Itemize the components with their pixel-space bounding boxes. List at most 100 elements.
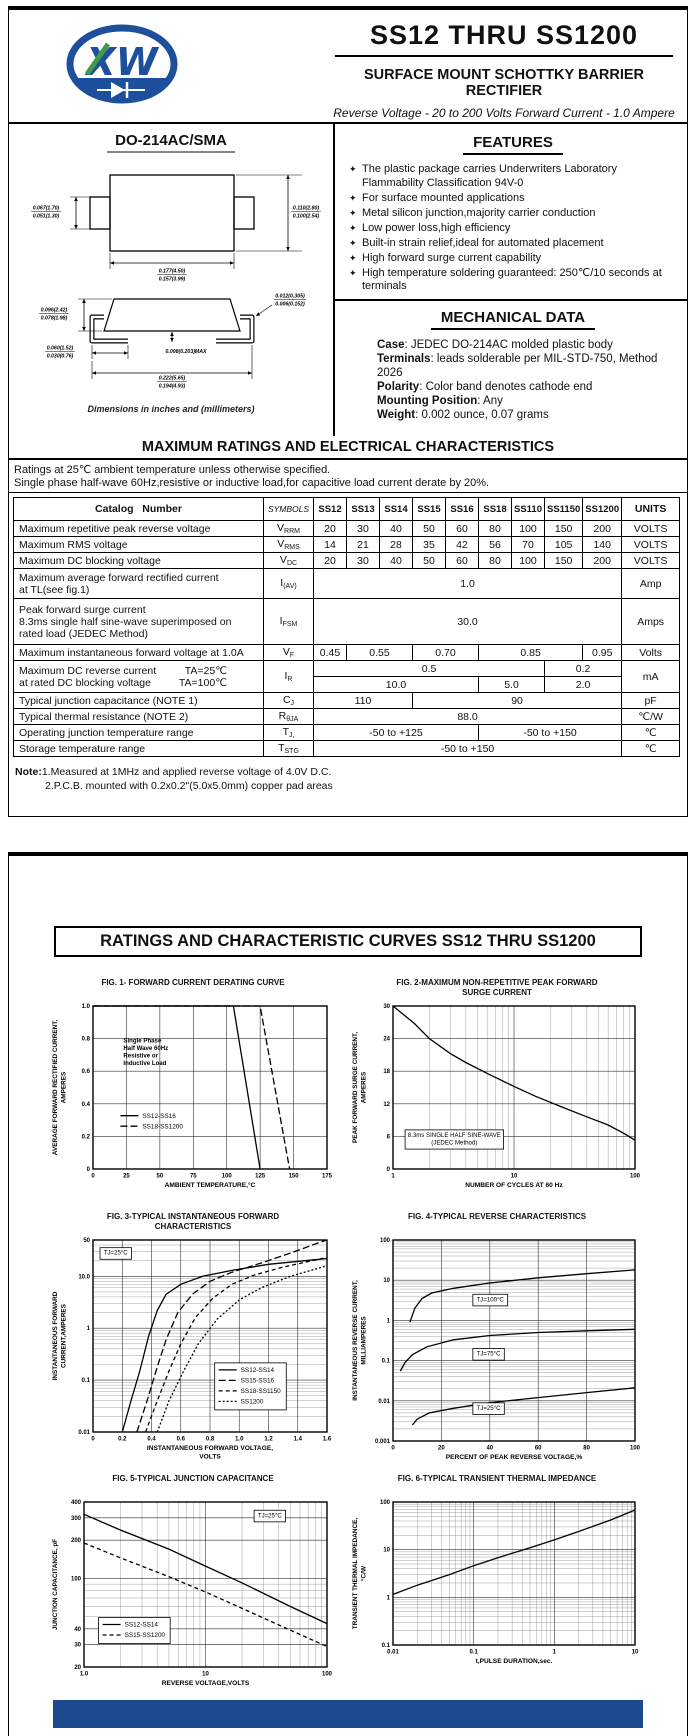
feature-text: Low power loss,high efficiency: [362, 221, 511, 234]
svg-text:75: 75: [190, 1174, 197, 1180]
svg-text:0.2: 0.2: [118, 1437, 127, 1443]
col-header-part: SS16: [445, 497, 479, 521]
value-cell: 200: [582, 552, 623, 569]
unit-cell: ℃: [621, 724, 681, 741]
value-cell: 1.0: [312, 568, 623, 599]
svg-text:PEAK FORWARD SURGE CURRENT,: PEAK FORWARD SURGE CURRENT,: [352, 1032, 359, 1143]
svg-text:AMBIENT TEMPERATURE,°C: AMBIENT TEMPERATURE,°C: [165, 1181, 256, 1189]
figure-1: FIG. 1- FORWARD CURRENT DERATING CURVE 0…: [45, 978, 341, 1191]
package-outline-drawing: 0.110(2.80) 0.100(2.54) 0.067(1.70) 0.051(1…: [31, 174, 321, 390]
bullet-icon: ✦: [349, 192, 357, 203]
svg-text:TRANSIENT THERMAL IMPEDANCE,: TRANSIENT THERMAL IMPEDANCE,: [352, 1518, 359, 1630]
svg-text:INSTANTANEOUS FORWARD: INSTANTANEOUS FORWARD: [52, 1291, 59, 1380]
package-name: DO-214AC/SMA: [107, 132, 235, 153]
svg-text:°C/W: °C/W: [360, 1565, 368, 1581]
ratings-intro: Ratings at 25℃ ambient temperature unles…: [9, 460, 687, 493]
unit-cell: VOLTS: [621, 536, 681, 553]
unit-cell: VOLTS: [621, 520, 681, 537]
svg-text:0.8: 0.8: [206, 1437, 215, 1443]
value-cell: 100: [511, 520, 545, 537]
col-header-part: SS110: [511, 497, 545, 521]
footer-bar: [53, 1700, 643, 1728]
feature-text: Metal silicon junction,majority carrier …: [362, 206, 596, 219]
svg-text:0.01: 0.01: [378, 1399, 390, 1405]
svg-text:24: 24: [383, 1037, 390, 1043]
unit-cell: mA: [621, 660, 681, 693]
svg-text:1: 1: [391, 1174, 395, 1180]
document-header: XW SS12 THRU SS1200 SURFACE MOUNT SCHOTT…: [9, 10, 687, 124]
value-cell: 60: [445, 552, 479, 569]
company-logo: XW: [66, 24, 178, 104]
svg-text:100: 100: [380, 1500, 391, 1506]
svg-text:SS12-SS14: SS12-SS14: [241, 1367, 275, 1374]
col-header-part: SS1150: [543, 497, 584, 521]
symbol-cell: RθJA: [263, 708, 314, 725]
mechanical-item: Case: JEDEC DO-214AC molded plastic body: [377, 339, 613, 351]
svg-text:SS15-SS16: SS15-SS16: [241, 1378, 275, 1385]
bullet-icon: ✦: [349, 267, 357, 278]
svg-text:0.012(0.305): 0.012(0.305): [275, 294, 305, 300]
ratings-banner: MAXIMUM RATINGS AND ELECTRICAL CHARACTER…: [9, 436, 687, 460]
bullet-icon: ✦: [349, 207, 357, 218]
row-label: Maximum repetitive peak reverse voltage: [13, 520, 264, 537]
value-cell: 30.0: [312, 598, 623, 645]
svg-text:Single Phase: Single Phase: [123, 1037, 162, 1044]
svg-text:0: 0: [87, 1167, 91, 1173]
fig5-chart: 1.0 10 100 20 30 40 100 200 300 400 SS12-SS14 SS15-…: [52, 1500, 333, 1687]
svg-text:10: 10: [632, 1650, 639, 1656]
page-title: SS12 THRU SS1200: [369, 20, 639, 50]
svg-text:0.222(5.65): 0.222(5.65): [159, 376, 186, 382]
feature-item: ✦ Metal silicon junction,majority carrier…: [349, 207, 677, 221]
value-cell: 0.85: [477, 644, 584, 661]
svg-text:0.060(1.52): 0.060(1.52): [47, 346, 74, 352]
title-rule: [335, 55, 673, 57]
value-cell: 35: [412, 536, 446, 553]
svg-text:SS1200: SS1200: [241, 1399, 264, 1406]
unit-cell: VOLTS: [621, 552, 681, 569]
mechanical-item: Mounting Position: Any: [377, 395, 503, 407]
row-label: Typical thermal resistance (NOTE 2): [13, 708, 264, 725]
symbol-cell: TJ,: [263, 724, 314, 741]
svg-text:0.051(1.30): 0.051(1.30): [33, 214, 60, 220]
value-cell: -50 to +150: [477, 724, 623, 741]
svg-text:30: 30: [74, 1643, 81, 1649]
table-notes: Note:1.Measured at 1MHz and applied reve…: [9, 761, 687, 793]
svg-text:175: 175: [322, 1174, 333, 1180]
svg-text:50: 50: [83, 1238, 90, 1244]
svg-text:100: 100: [322, 1672, 333, 1678]
bullet-icon: ✦: [349, 237, 357, 248]
feature-text: High forward surge current capability: [362, 251, 542, 264]
figure-6: FIG. 6-TYPICAL TRANSIENT THERMAL IMPEDAN…: [345, 1474, 649, 1667]
value-cell: 28: [379, 536, 413, 553]
figure-2-title: FIG. 2-MAXIMUM NON-REPETITIVE PEAK FORWA…: [396, 978, 598, 997]
svg-text:0.194(4.93): 0.194(4.93): [159, 384, 186, 390]
feature-text: For surface mounted applications: [362, 191, 525, 204]
intro-line-1: Ratings at 25℃ ambient temperature unles…: [14, 464, 331, 476]
value-cell: 30: [346, 520, 380, 537]
col-header-part: SS1200: [582, 497, 623, 521]
svg-text:400: 400: [71, 1500, 82, 1506]
svg-text:0.030(0.76): 0.030(0.76): [47, 354, 74, 360]
svg-text:200: 200: [71, 1538, 82, 1544]
svg-text:150: 150: [289, 1174, 300, 1180]
figure-6-title: FIG. 6-TYPICAL TRANSIENT THERMAL IMPEDAN…: [397, 1474, 597, 1483]
svg-text:Resistive or: Resistive or: [123, 1053, 158, 1060]
svg-text:0.157(3.99): 0.157(3.99): [159, 277, 186, 283]
value-cell: 21: [346, 536, 380, 553]
svg-text:1.4: 1.4: [294, 1437, 303, 1443]
page-2: RATINGS AND CHARACTERISTIC CURVES SS12 T…: [8, 852, 688, 1736]
value-cell: 80: [478, 520, 512, 537]
svg-text:SS12-SS14: SS12-SS14: [125, 1622, 159, 1629]
svg-text:JUNCTION CAPACITANCE, pF: JUNCTION CAPACITANCE, pF: [52, 1539, 59, 1630]
symbol-cell: I(AV): [263, 568, 314, 599]
svg-text:0.078(1.98): 0.078(1.98): [41, 316, 68, 322]
feature-item: ✦ Built-in strain relief,ideal for automa…: [349, 237, 677, 251]
value-cell: 150: [543, 520, 584, 537]
svg-text:0.01: 0.01: [387, 1650, 399, 1656]
row-label: Maximum average forward rectified curren…: [13, 568, 264, 599]
row-label: Typical junction capacitance (NOTE 1): [13, 692, 264, 709]
svg-text:0.001: 0.001: [375, 1439, 391, 1445]
feature-item: ✦ For surface mounted applications: [349, 192, 677, 206]
fig4-chart: 0 20 40 60 80 100 0.001 0.01 0.1 1 10 100 TJ=100°C TJ…: [352, 1238, 641, 1461]
